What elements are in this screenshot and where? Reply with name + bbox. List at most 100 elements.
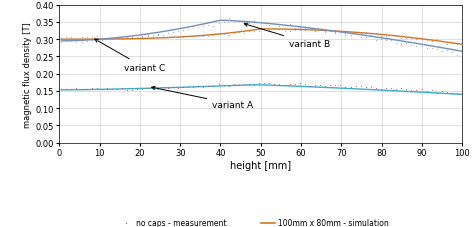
Point bbox=[296, 29, 303, 33]
Point bbox=[250, 84, 258, 87]
Point bbox=[210, 85, 217, 89]
Point bbox=[57, 37, 65, 41]
Point bbox=[423, 39, 430, 42]
Point bbox=[271, 22, 278, 26]
Point bbox=[372, 87, 380, 91]
Point bbox=[265, 29, 273, 32]
Point bbox=[205, 85, 212, 89]
Point bbox=[286, 83, 293, 87]
Point bbox=[327, 30, 334, 34]
Point bbox=[448, 91, 456, 95]
Text: variant A: variant A bbox=[152, 87, 254, 109]
Point bbox=[230, 83, 237, 87]
Point bbox=[327, 84, 334, 87]
Point bbox=[443, 91, 451, 95]
Point bbox=[255, 82, 263, 86]
Point bbox=[402, 88, 410, 92]
Point bbox=[174, 87, 182, 91]
Point bbox=[103, 87, 111, 91]
Point bbox=[93, 35, 100, 39]
Point bbox=[321, 84, 329, 88]
Point bbox=[387, 39, 395, 43]
Point bbox=[418, 88, 425, 92]
Legend: no caps - measurement, 80mm x 24mm - measurement, no caps - simulation, 100mm x : no caps - measurement, 80mm x 24mm - mea… bbox=[119, 218, 402, 227]
Point bbox=[265, 82, 273, 86]
Point bbox=[128, 37, 136, 40]
Point bbox=[139, 35, 146, 38]
Point bbox=[311, 30, 319, 34]
Point bbox=[250, 30, 258, 33]
Point bbox=[377, 38, 385, 42]
Point bbox=[103, 37, 111, 41]
Point bbox=[210, 34, 217, 38]
Point bbox=[306, 27, 314, 31]
Point bbox=[408, 37, 415, 40]
Point bbox=[123, 89, 131, 92]
Point bbox=[357, 32, 365, 36]
Point bbox=[286, 30, 293, 34]
Point bbox=[134, 36, 141, 39]
Point bbox=[306, 84, 314, 88]
Point bbox=[123, 36, 131, 40]
Point bbox=[98, 37, 106, 40]
Point bbox=[402, 37, 410, 41]
Point bbox=[260, 29, 268, 32]
Point bbox=[88, 39, 95, 42]
Point bbox=[357, 85, 365, 89]
Point bbox=[220, 21, 228, 25]
Point bbox=[428, 47, 436, 51]
Point bbox=[387, 34, 395, 38]
Point bbox=[164, 86, 172, 90]
Point bbox=[321, 30, 329, 33]
Point bbox=[458, 53, 466, 57]
Point bbox=[433, 92, 440, 96]
Point bbox=[413, 89, 420, 92]
Point bbox=[134, 87, 141, 91]
Point bbox=[78, 36, 85, 39]
Point bbox=[200, 25, 207, 29]
Point bbox=[398, 43, 405, 47]
Point bbox=[159, 34, 166, 37]
Point bbox=[154, 33, 162, 37]
Point bbox=[123, 37, 131, 41]
Point bbox=[93, 87, 100, 91]
Point bbox=[265, 24, 273, 27]
Point bbox=[83, 88, 91, 92]
Point bbox=[169, 37, 177, 40]
Point bbox=[113, 37, 121, 41]
Point bbox=[311, 83, 319, 87]
Point bbox=[88, 36, 95, 39]
Point bbox=[113, 88, 121, 91]
Point bbox=[276, 25, 283, 29]
Point bbox=[190, 35, 197, 38]
Text: variant B: variant B bbox=[244, 24, 330, 49]
Point bbox=[194, 26, 202, 30]
Point bbox=[139, 36, 146, 40]
Point bbox=[149, 34, 156, 37]
Point bbox=[367, 86, 374, 90]
Point bbox=[225, 17, 233, 21]
Point bbox=[346, 34, 354, 37]
Point bbox=[144, 34, 151, 38]
Point bbox=[73, 37, 80, 41]
Point bbox=[98, 39, 106, 43]
Point bbox=[362, 31, 370, 35]
Point bbox=[159, 85, 166, 89]
Point bbox=[423, 90, 430, 93]
Point bbox=[377, 88, 385, 91]
Point bbox=[118, 37, 126, 40]
Point bbox=[418, 45, 425, 49]
Point bbox=[240, 32, 248, 35]
Point bbox=[68, 88, 75, 91]
Point bbox=[179, 86, 187, 90]
Point bbox=[281, 84, 288, 87]
Point bbox=[154, 34, 162, 38]
Point bbox=[453, 92, 461, 95]
Point bbox=[184, 35, 192, 38]
Point bbox=[296, 27, 303, 31]
Point bbox=[392, 88, 400, 91]
Point bbox=[200, 35, 207, 39]
Point bbox=[205, 35, 212, 39]
Point bbox=[352, 85, 359, 89]
Point bbox=[78, 88, 85, 92]
